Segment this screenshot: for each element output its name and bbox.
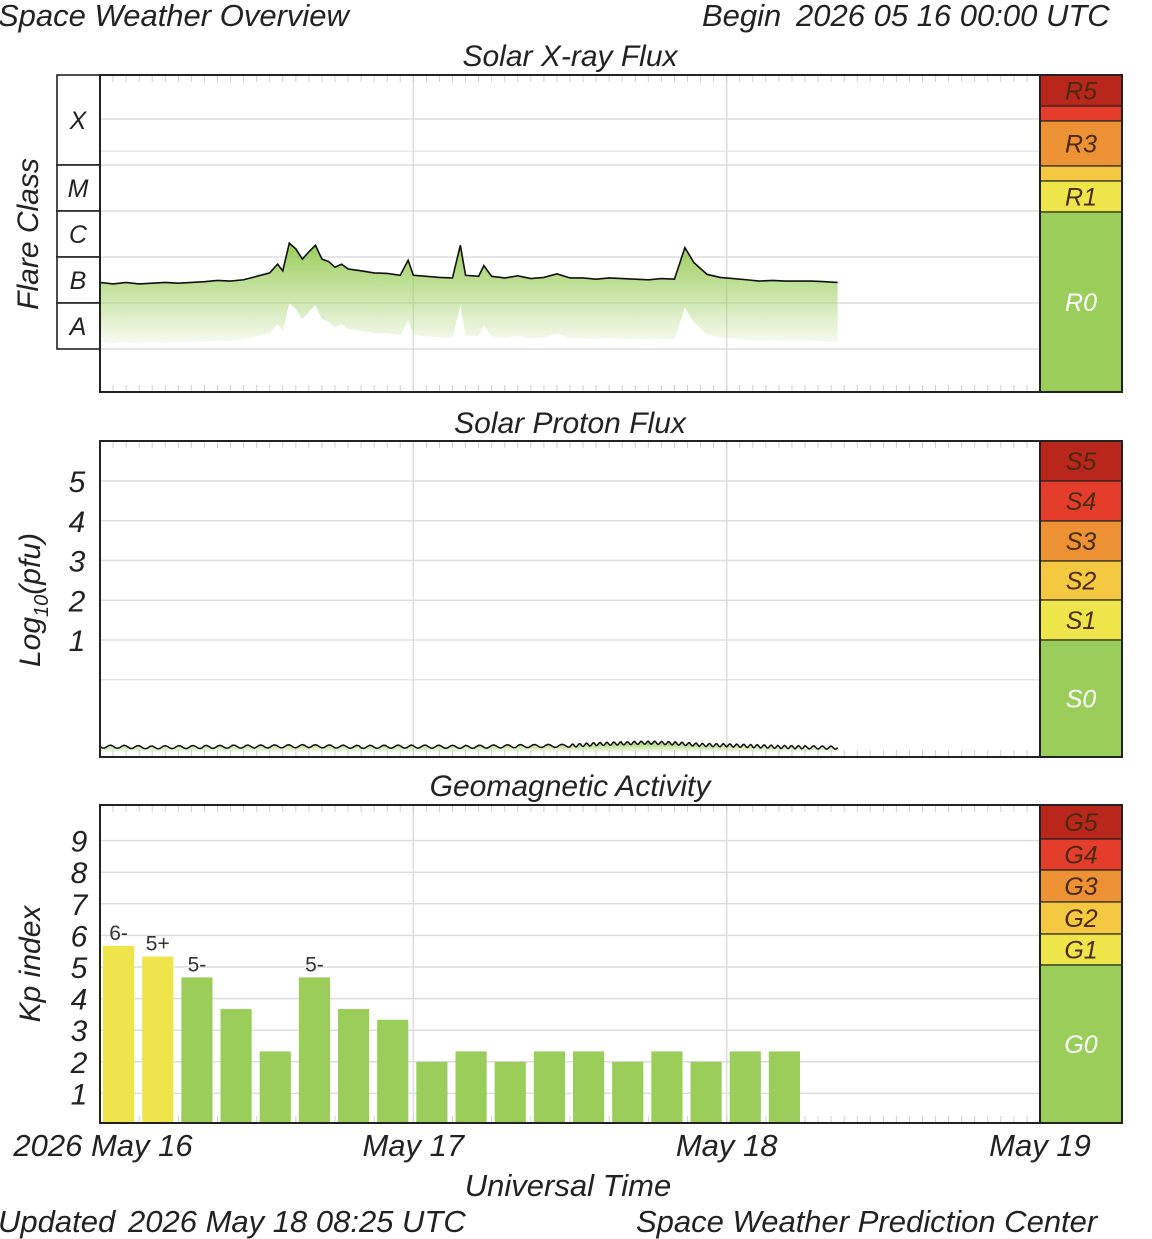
proton-flux-fill (100, 741, 838, 752)
proton-y-tick-label: 4 (69, 506, 86, 539)
xray-flux-fill (100, 243, 838, 344)
kp-chart-title: Geomagnetic Activity (430, 770, 713, 803)
kp-scale-label: G3 (1064, 873, 1097, 901)
kp-scale-label: G4 (1064, 842, 1097, 870)
flare-class-label: B (70, 267, 87, 295)
kp-y-tick-label: 9 (71, 826, 88, 859)
proton-flux-line (99, 740, 839, 751)
xray-chart-title: Solar X-ray Flux (462, 40, 678, 73)
flare-class-label: X (69, 107, 88, 135)
xray-frame (99, 74, 1123, 393)
proton-scale-label: S4 (1066, 488, 1097, 516)
proton-scale-label: S1 (1066, 607, 1097, 635)
proton-scale-label: S0 (1066, 686, 1097, 714)
xray-scale-segment (1039, 74, 1123, 107)
updated-label: Updated (0, 1204, 116, 1239)
kp-bar (142, 956, 174, 1123)
kp-bar (103, 945, 135, 1123)
kp-bar-label: 6- (109, 922, 128, 945)
kp-y-tick-label: 1 (71, 1078, 88, 1111)
flare-class-label: M (68, 175, 89, 203)
kp-bar (690, 1061, 722, 1123)
begin-timestamp: 2026 05 16 00:00 UTC (796, 0, 1110, 33)
proton-y-tick-label: 5 (69, 466, 86, 499)
proton-y-tick-label: 2 (68, 585, 86, 618)
kp-bar (494, 1061, 526, 1123)
kp-y-tick-label: 3 (71, 1015, 88, 1048)
proton-scale-segment (1039, 480, 1123, 522)
proton-scale-label: S2 (1066, 568, 1097, 596)
xray-scale-segment (1039, 165, 1123, 182)
proton-scale-segment (1039, 599, 1123, 641)
proton-frame (99, 440, 1123, 758)
updated-timestamp: 2026 May 18 08:25 UTC (128, 1204, 466, 1239)
kp-bar (455, 1051, 487, 1123)
kp-y-tick-label: 7 (71, 889, 89, 922)
begin-label: Begin (702, 0, 782, 33)
x-axis-label: Universal Time (465, 1168, 671, 1203)
proton-scale-segment (1039, 520, 1123, 562)
kp-y-tick-label: 5 (71, 952, 88, 985)
x-tick-label: May 19 (989, 1128, 1091, 1163)
kp-bar-label: 5- (305, 953, 324, 976)
kp-bar (651, 1051, 683, 1123)
flare-class-label: C (69, 221, 88, 249)
kp-bar (298, 977, 330, 1123)
flare-class-label: A (68, 313, 87, 341)
kp-bar (533, 1051, 565, 1123)
kp-bar (573, 1051, 605, 1123)
xray-y-axis-label: Flare Class (12, 158, 45, 310)
proton-scale-label: S5 (1066, 448, 1097, 476)
flare-class-box (56, 164, 101, 212)
kp-y-tick-label: 8 (71, 857, 88, 890)
kp-scale-label: G0 (1064, 1031, 1097, 1059)
kp-bar (220, 1009, 252, 1123)
kp-bar (729, 1051, 761, 1123)
kp-bar-label: 5- (188, 953, 207, 976)
x-tick-label: May 18 (676, 1128, 778, 1163)
xray-scale-segment (1039, 105, 1123, 122)
kp-bar (338, 1009, 370, 1123)
xray-scale-label: R5 (1065, 78, 1097, 106)
kp-scale-segment (1039, 964, 1123, 1124)
x-tick-label: May 17 (362, 1128, 465, 1163)
proton-scale-segment (1039, 639, 1123, 758)
proton-y-axis-label: Log10(pfu) (14, 533, 53, 667)
proton-y-tick-label: 1 (69, 625, 86, 658)
kp-bar-label: 5+ (146, 933, 170, 956)
kp-bar (612, 1061, 644, 1123)
proton-plot-background (100, 441, 1122, 757)
xray-scale-segment (1039, 180, 1123, 213)
flare-class-box (56, 302, 101, 350)
kp-scale-label: G5 (1064, 809, 1097, 837)
kp-y-tick-label: 4 (71, 984, 88, 1017)
kp-bar (181, 977, 213, 1123)
kp-scale-segment (1039, 933, 1123, 966)
xray-scale-label: R1 (1065, 184, 1097, 212)
kp-scale-label: G1 (1064, 937, 1097, 965)
proton-scale-label: S3 (1066, 528, 1097, 556)
kp-bar (416, 1061, 448, 1123)
kp-scale-label: G2 (1064, 905, 1097, 933)
kp-plot-background (100, 805, 1122, 1123)
proton-chart-title: Solar Proton Flux (454, 407, 687, 440)
kp-y-tick-label: 6 (71, 920, 88, 953)
xray-plot-background (100, 75, 1122, 392)
kp-y-tick-label: 2 (70, 1047, 88, 1080)
proton-y-tick-label: 3 (69, 546, 86, 579)
kp-bar (768, 1051, 800, 1123)
source-credit: Space Weather Prediction Center (636, 1204, 1098, 1239)
kp-frame (99, 804, 1123, 1124)
x-tick-label: 2026 May 16 (12, 1128, 193, 1163)
page-title: Space Weather Overview (0, 0, 349, 33)
xray-scale-label: R3 (1065, 131, 1097, 159)
kp-bar (377, 1019, 409, 1123)
kp-y-axis-label: Kp index (14, 905, 47, 1023)
kp-bar (259, 1051, 291, 1123)
xray-scale-label: R0 (1065, 289, 1097, 317)
xray-flux-line (99, 241, 838, 285)
